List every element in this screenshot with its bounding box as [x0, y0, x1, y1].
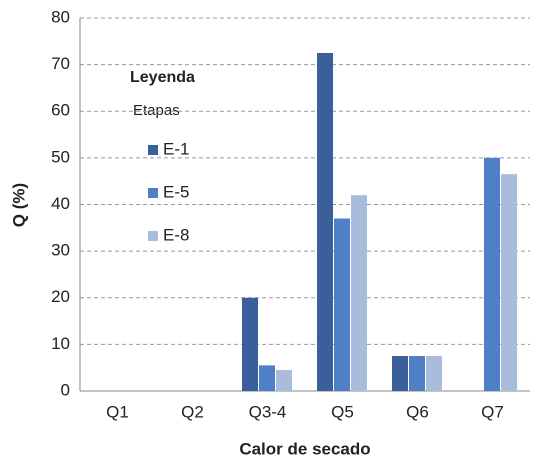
legend-label: E-8 [163, 225, 189, 244]
legend-label: E-1 [163, 139, 189, 158]
y-tick-label: 30 [51, 241, 70, 260]
y-tick-label: 10 [51, 334, 70, 353]
bar [259, 365, 275, 391]
bar [276, 370, 292, 391]
legend-title: Leyenda [130, 69, 195, 86]
bar [484, 157, 500, 391]
y-tick-label: 50 [51, 147, 70, 166]
x-tick-label: Q7 [481, 402, 504, 421]
bar [392, 356, 408, 391]
x-tick-label: Q6 [406, 402, 429, 421]
x-tick-label: Q3-4 [249, 402, 287, 421]
x-tick-label: Q2 [181, 402, 204, 421]
x-tick-label: Q1 [106, 402, 129, 421]
x-axis-label: Calor de secado [239, 439, 370, 458]
legend-swatch [148, 188, 158, 198]
bar [409, 356, 425, 391]
x-tick-label: Q5 [331, 402, 354, 421]
legend-swatch [148, 231, 158, 241]
bar [334, 218, 350, 391]
bar [351, 195, 367, 391]
y-tick-label: 80 [51, 7, 70, 26]
legend-swatch [148, 145, 158, 155]
y-axis-label: Q (%) [9, 183, 28, 227]
y-tick-label: 40 [51, 194, 70, 213]
y-tick-label: 20 [51, 287, 70, 306]
bar [242, 297, 258, 391]
legend-subtitle: Etapas [133, 102, 180, 119]
legend-label: E-5 [163, 182, 189, 201]
y-tick-label: 70 [51, 54, 70, 73]
y-tick-label: 0 [61, 380, 70, 399]
bar [317, 52, 333, 391]
y-tick-label: 60 [51, 101, 70, 120]
bar [426, 356, 442, 391]
bar [501, 174, 517, 391]
